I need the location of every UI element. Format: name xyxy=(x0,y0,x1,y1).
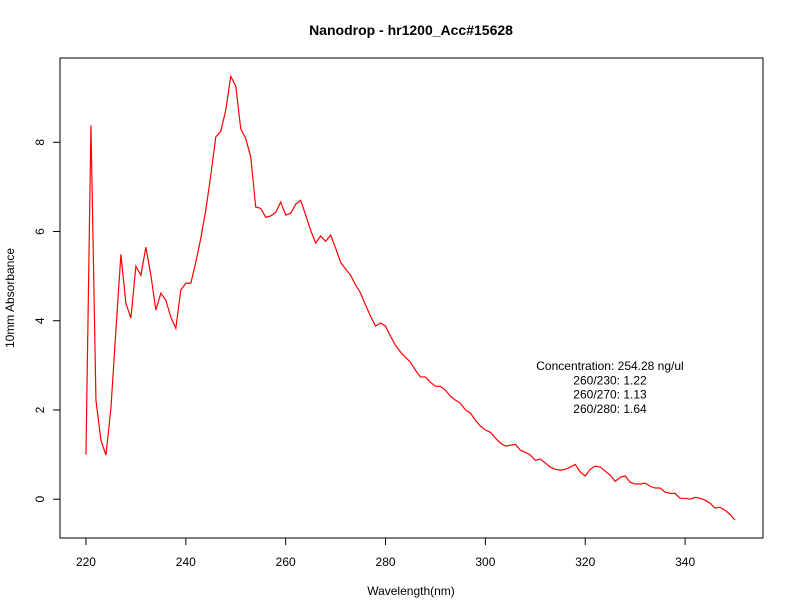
y-tick-label: 4 xyxy=(33,317,47,324)
x-tick-label: 300 xyxy=(475,555,495,569)
x-tick-label: 340 xyxy=(675,555,695,569)
y-tick-label: 8 xyxy=(33,139,47,146)
x-tick-label: 260 xyxy=(276,555,296,569)
x-axis-label: Wavelength(nm) xyxy=(367,584,455,598)
x-tick-label: 240 xyxy=(176,555,196,569)
annotation: 260/230: 1.22 xyxy=(573,373,647,387)
annotation: 260/280: 1.64 xyxy=(573,402,647,416)
y-axis-label: 10mm Absorbance xyxy=(3,248,17,348)
plot-frame xyxy=(59,57,764,539)
x-tick-label: 220 xyxy=(76,555,96,569)
x-tick-label: 280 xyxy=(376,555,396,569)
y-tick-label: 2 xyxy=(33,406,47,413)
y-tick-label: 0 xyxy=(33,496,47,503)
y-tick-label: 6 xyxy=(33,228,47,235)
annotation: Concentration: 254.28 ng/ul xyxy=(536,359,683,373)
x-tick-label: 320 xyxy=(575,555,595,569)
spectrum-line xyxy=(85,74,736,521)
chart-title: Nanodrop - hr1200_Acc#15628 xyxy=(309,22,513,38)
annotation: 260/270: 1.13 xyxy=(573,388,647,402)
